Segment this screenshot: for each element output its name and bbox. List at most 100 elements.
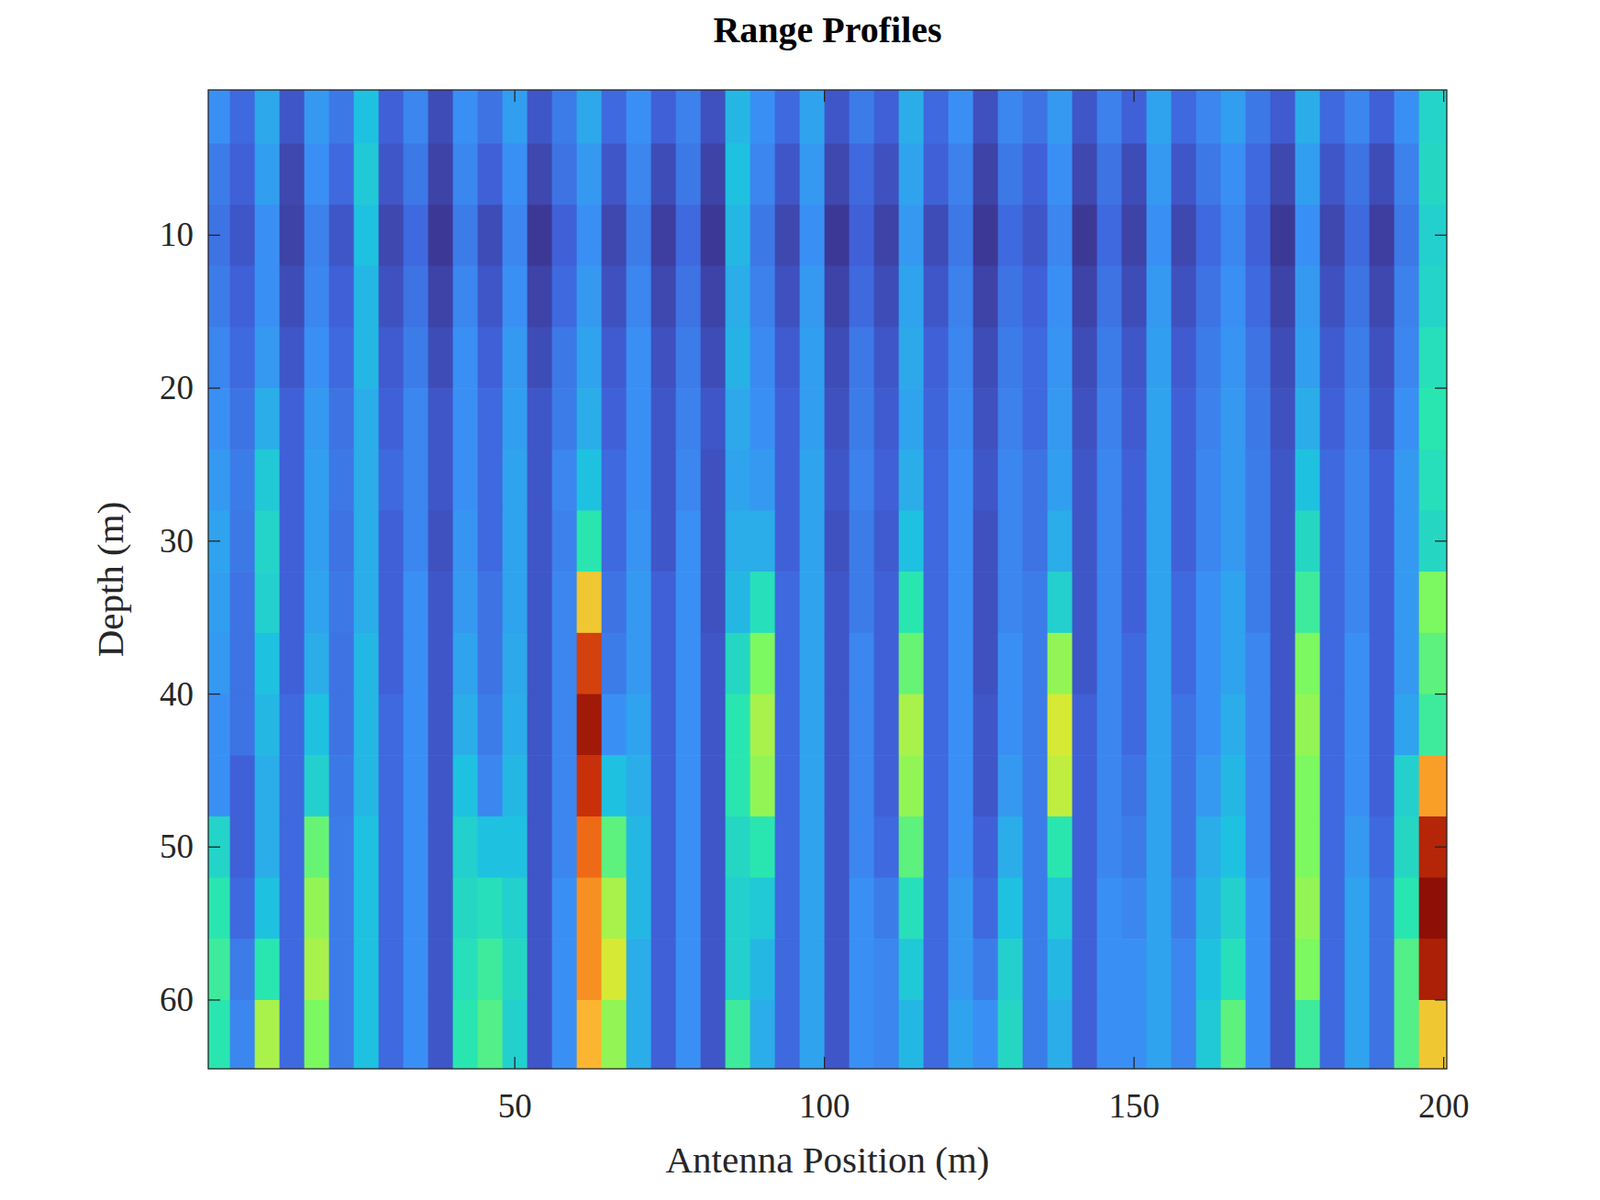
cell	[378, 266, 405, 328]
cell	[1122, 143, 1148, 205]
cell	[874, 1000, 900, 1069]
cell	[1369, 938, 1396, 1000]
cell	[1270, 204, 1297, 267]
cell	[1419, 816, 1447, 878]
cell	[403, 1000, 430, 1069]
cell	[1221, 266, 1247, 328]
cell	[1344, 510, 1371, 572]
cell	[725, 877, 752, 940]
cell	[601, 877, 628, 940]
cell	[824, 204, 851, 267]
cell	[1295, 877, 1322, 940]
cell	[354, 816, 380, 878]
cell	[1171, 633, 1198, 695]
cell	[1196, 89, 1223, 145]
cell	[1245, 938, 1272, 1000]
cell	[428, 816, 455, 878]
cell	[800, 89, 826, 145]
cell	[651, 938, 678, 1000]
y-tick-label: 20	[159, 368, 194, 407]
cell	[378, 755, 405, 817]
cell	[1097, 326, 1123, 389]
cell	[1122, 816, 1148, 878]
cell	[1419, 510, 1447, 572]
cell	[577, 938, 603, 1000]
cell	[651, 449, 678, 512]
cell	[428, 633, 455, 695]
cell	[329, 449, 356, 512]
cell	[700, 510, 727, 572]
cell	[1270, 877, 1297, 940]
cell	[1419, 204, 1447, 267]
cell	[824, 510, 851, 572]
cell	[676, 326, 702, 389]
cell	[998, 449, 1024, 512]
cell	[874, 326, 900, 389]
cell	[1146, 89, 1173, 145]
cell	[973, 633, 1000, 695]
cell	[998, 755, 1024, 817]
cell	[304, 877, 331, 940]
cell	[1245, 571, 1272, 634]
cell	[1196, 326, 1223, 389]
cell	[1047, 816, 1074, 878]
cell	[1394, 816, 1421, 878]
cell	[601, 1000, 628, 1069]
cell	[1295, 938, 1322, 1000]
x-tick	[513, 89, 515, 102]
cell	[973, 266, 1000, 328]
cell	[403, 694, 430, 756]
cell	[1047, 388, 1074, 450]
cell	[577, 877, 603, 940]
cell	[477, 694, 504, 756]
cell	[948, 816, 975, 878]
cell	[279, 938, 306, 1000]
cell	[304, 266, 331, 328]
cell	[750, 388, 777, 450]
cell	[1047, 449, 1074, 512]
cell	[874, 694, 900, 756]
cell	[874, 755, 900, 817]
cell	[577, 388, 603, 450]
cell	[1097, 388, 1123, 450]
cell	[874, 204, 900, 267]
cell	[1196, 755, 1223, 817]
cell	[1344, 816, 1371, 878]
cell	[1146, 571, 1173, 634]
cell	[577, 1000, 603, 1069]
cell	[304, 510, 331, 572]
cell	[279, 143, 306, 205]
x-tick	[513, 1056, 515, 1069]
cell	[255, 266, 281, 328]
cell	[824, 326, 851, 389]
cell	[477, 388, 504, 450]
cells	[208, 89, 1447, 1069]
cell	[1221, 449, 1247, 512]
cell	[800, 1000, 826, 1069]
cell	[601, 816, 628, 878]
cell	[1097, 266, 1123, 328]
cell	[923, 1000, 950, 1069]
cell	[1097, 89, 1123, 145]
cell	[973, 204, 1000, 267]
cell	[1295, 1000, 1322, 1069]
cell	[1270, 938, 1297, 1000]
cell	[824, 266, 851, 328]
cell	[1097, 1000, 1123, 1069]
cell	[378, 388, 405, 450]
cell	[651, 143, 678, 205]
cell	[527, 326, 554, 389]
cell	[279, 388, 306, 450]
cell	[208, 266, 231, 328]
cell	[527, 449, 554, 512]
cell	[899, 89, 925, 145]
cell	[651, 633, 678, 695]
title: Range Profiles	[712, 9, 942, 51]
cell	[577, 204, 603, 267]
cell	[255, 388, 281, 450]
cell	[1072, 877, 1099, 940]
cell	[676, 388, 702, 450]
cell	[1146, 755, 1173, 817]
cell	[279, 816, 306, 878]
cell	[700, 143, 727, 205]
